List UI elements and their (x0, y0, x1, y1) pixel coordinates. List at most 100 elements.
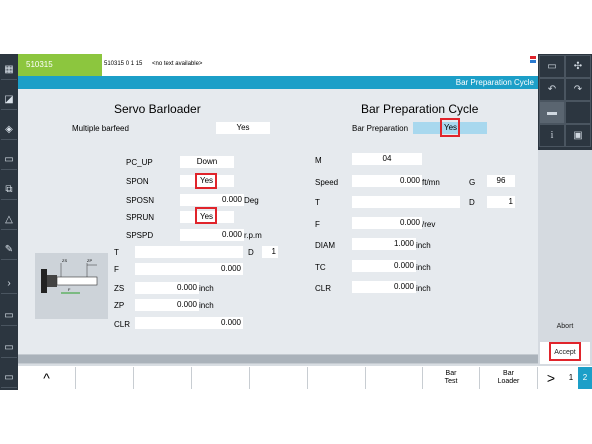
sposn-label: SPOSN (126, 196, 155, 205)
bar-prep-label: Bar Preparation (352, 124, 409, 133)
clr-label-left: CLR (114, 320, 131, 329)
diam-unit: inch (416, 241, 431, 250)
f-label-left: F (114, 265, 119, 274)
blank-icon[interactable] (565, 101, 591, 124)
clr-unit-right: inch (416, 284, 431, 293)
speed-unit: ft/mn (422, 178, 440, 187)
softkey-7[interactable] (366, 367, 423, 389)
screen-title: Bar Preparation Cycle (18, 76, 538, 89)
t-field-left[interactable] (135, 246, 243, 258)
edit-icon[interactable]: ◪ (1, 90, 17, 110)
window-icon-3[interactable]: ▭ (1, 368, 17, 388)
multiple-barfeed-field[interactable]: Yes (216, 122, 270, 134)
m-field[interactable]: 04 (352, 153, 422, 165)
machine-icon[interactable]: ▦ (1, 60, 17, 80)
bar-test-line1: Bar (445, 370, 457, 377)
chevron-up-icon: ^ (43, 370, 50, 386)
softkey-3[interactable] (134, 367, 192, 389)
info-icon[interactable]: i (539, 124, 565, 147)
zp-field[interactable]: 0.000 (135, 299, 199, 311)
tc-field[interactable]: 0.000 (352, 260, 416, 272)
t-label-right: T (315, 198, 320, 207)
m-label: M (315, 156, 322, 165)
program-id: 510315 (18, 54, 102, 76)
bar-prep-highlight (440, 118, 460, 137)
bar-loader-button[interactable]: Bar Loader (480, 367, 538, 389)
spspd-label: SPSPD (126, 231, 154, 240)
abort-button[interactable]: Abort (556, 323, 574, 330)
screen-icon[interactable]: ▬ (539, 101, 565, 124)
spon-field[interactable]: Yes (180, 175, 234, 187)
scrollbar-thumb[interactable] (18, 355, 538, 363)
camera-icon[interactable]: ▣ (565, 124, 591, 147)
zp-unit: inch (199, 301, 214, 310)
message-line: 510315 0 1 15 <no text available> (102, 54, 538, 76)
status-icon (530, 56, 536, 63)
window-icon[interactable]: ▭ (1, 306, 17, 326)
undo-icon[interactable]: ↶ (539, 78, 565, 101)
diam-field[interactable]: 1.000 (352, 238, 416, 250)
clr-field-left[interactable]: 0.000 (135, 317, 243, 329)
zp-label: ZP (114, 301, 125, 310)
softkey-up[interactable]: ^ (18, 367, 76, 389)
alarm-icon[interactable]: ◈ (1, 120, 17, 140)
bar-prep-field[interactable]: Yes (413, 122, 487, 134)
zs-label: ZS (114, 284, 125, 293)
expand-icon[interactable]: › (1, 274, 17, 294)
zs-unit: inch (199, 284, 214, 293)
g-field[interactable]: 96 (487, 175, 515, 187)
tc-label: TC (315, 263, 326, 272)
speed-field[interactable]: 0.000 (352, 175, 422, 187)
f-field-left[interactable]: 0.000 (135, 263, 243, 275)
accept-button[interactable]: Accept (540, 342, 590, 364)
servo-barloader-title: Servo Barloader (114, 102, 201, 116)
f-label-right: F (315, 220, 320, 229)
spspd-unit: r.p.m (244, 231, 262, 240)
wrench-icon[interactable]: ✎ (1, 240, 17, 260)
spspd-field[interactable]: 0.000 (180, 229, 244, 241)
bar-prep-title: Bar Preparation Cycle (361, 102, 479, 116)
message-text: <no text available> (152, 61, 203, 67)
sprun-field[interactable]: Yes (180, 211, 234, 223)
bar-test-button[interactable]: Bar Test (423, 367, 480, 389)
copy-icon[interactable]: ⧉ (1, 180, 17, 200)
softkey-5[interactable] (250, 367, 308, 389)
window-select-icon[interactable]: ▭ (539, 55, 565, 78)
redo-icon[interactable]: ↷ (565, 78, 591, 101)
f-unit-right: /rev (422, 220, 436, 229)
left-toolbar: ▦ ◪ ◈ ▭ ⧉ △ ✎ › ▭ ▭ ▭ (0, 54, 18, 390)
spon-highlight (195, 173, 217, 189)
right-softkey-panel (538, 150, 592, 366)
softkey-4[interactable] (192, 367, 250, 389)
channel-switch-icon[interactable]: ✣ (565, 55, 591, 78)
clr-field-right[interactable]: 0.000 (352, 281, 416, 293)
d-field-right[interactable]: 1 (487, 196, 515, 208)
softkey-2[interactable] (76, 367, 134, 389)
page-1-button[interactable]: 1 (564, 367, 578, 389)
window-icon-2[interactable]: ▭ (1, 338, 17, 358)
sprun-highlight (195, 207, 217, 224)
accept-highlight (549, 342, 581, 361)
program-icon[interactable]: ▭ (1, 150, 17, 170)
diam-label: DIAM (315, 241, 335, 250)
bar-test-line2: Test (444, 378, 458, 385)
softkey-6[interactable] (308, 367, 366, 389)
diagram-f: F (68, 287, 71, 292)
barloader-diagram: ZS ZP F (35, 253, 108, 319)
pc-up-field[interactable]: Down (180, 156, 234, 168)
right-top-panel: ▭ ✣ ↶ ↷ ▬ i ▣ (538, 54, 592, 150)
chevron-right-icon: > (546, 370, 556, 386)
bar-feed-diagram-icon: ZS ZP F (41, 258, 98, 294)
sprun-label: SPRUN (126, 213, 155, 222)
warning-icon[interactable]: △ (1, 210, 17, 230)
d-field-left[interactable]: 1 (262, 246, 278, 258)
sposn-field[interactable]: 0.000 (180, 194, 244, 206)
d-label-left: D (248, 248, 254, 257)
next-page-button[interactable]: > (538, 367, 564, 389)
g-label: G (469, 178, 476, 187)
zs-field[interactable]: 0.000 (135, 282, 199, 294)
diagram-zp: ZP (87, 258, 92, 263)
f-field-right[interactable]: 0.000 (352, 217, 422, 229)
t-field-right[interactable] (352, 196, 460, 208)
page-2-button[interactable]: 2 (578, 367, 592, 389)
